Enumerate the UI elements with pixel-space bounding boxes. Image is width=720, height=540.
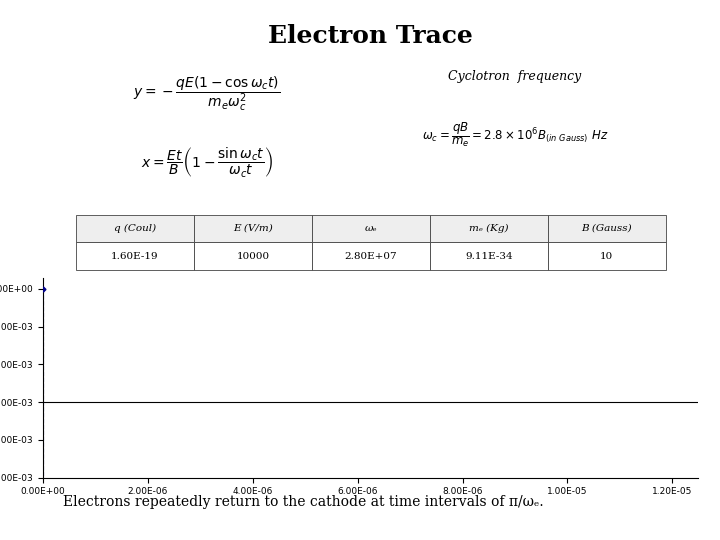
Text: Electrons repeatedly return to the cathode at time intervals of π/ωₑ.: Electrons repeatedly return to the catho… xyxy=(63,495,544,509)
Text: Electron Trace: Electron Trace xyxy=(269,24,473,48)
Text: $\omega_c = \dfrac{qB}{m_e} = 2.8\times10^6 B_{(in\ Gauss)}\ Hz$: $\omega_c = \dfrac{qB}{m_e} = 2.8\times1… xyxy=(422,120,608,149)
Text: Cyclotron  frequency: Cyclotron frequency xyxy=(449,70,582,83)
Text: $y = -\dfrac{qE(1-\cos\omega_c t)}{m_e\omega_c^2}$: $y = -\dfrac{qE(1-\cos\omega_c t)}{m_e\o… xyxy=(133,74,281,113)
Text: $x = \dfrac{Et}{B}\left(1 - \dfrac{\sin\omega_c t}{\omega_c t}\right)$: $x = \dfrac{Et}{B}\left(1 - \dfrac{\sin\… xyxy=(141,146,273,180)
